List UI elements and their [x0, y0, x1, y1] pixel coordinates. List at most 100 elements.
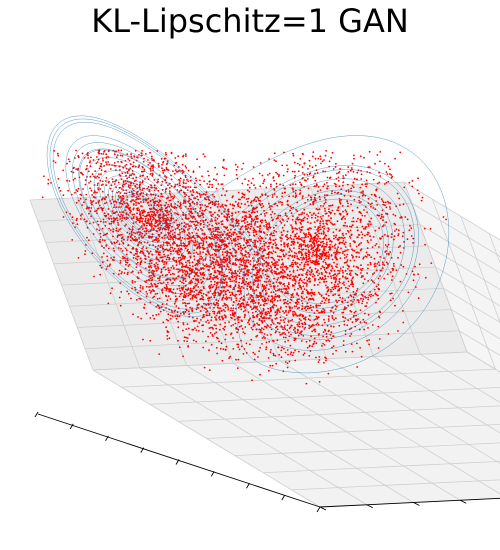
sample-point	[294, 171, 296, 173]
sample-point	[130, 153, 132, 155]
sample-point	[188, 198, 190, 200]
sample-point	[309, 165, 311, 167]
sample-point	[338, 325, 340, 327]
sample-point	[257, 324, 259, 326]
sample-point	[288, 251, 290, 253]
sample-point	[171, 196, 173, 198]
sample-point	[145, 220, 147, 222]
sample-point	[169, 244, 171, 246]
sample-point	[297, 218, 299, 220]
sample-point	[327, 264, 329, 266]
sample-point	[311, 214, 313, 216]
sample-point	[343, 216, 345, 218]
sample-point	[243, 353, 245, 355]
sample-point	[170, 250, 172, 252]
sample-point	[245, 254, 247, 256]
sample-point	[336, 259, 338, 261]
sample-point	[303, 279, 305, 281]
sample-point	[184, 278, 186, 280]
sample-point	[179, 290, 181, 292]
sample-point	[262, 182, 264, 184]
sample-point	[140, 262, 142, 264]
sample-point	[346, 201, 348, 203]
sample-point	[119, 218, 121, 220]
sample-point	[312, 242, 314, 244]
y-tick	[367, 505, 373, 508]
sample-point	[177, 201, 179, 203]
sample-point	[309, 345, 311, 347]
sample-point	[93, 222, 95, 224]
sample-point	[172, 250, 174, 252]
sample-point	[331, 193, 333, 195]
sample-point	[315, 342, 317, 344]
sample-point	[148, 220, 150, 222]
sample-point	[142, 223, 144, 225]
sample-point	[240, 228, 242, 230]
sample-point	[325, 299, 327, 301]
sample-point	[332, 210, 334, 212]
sample-point	[390, 174, 392, 176]
sample-point	[311, 217, 313, 219]
sample-point	[217, 183, 219, 185]
sample-point	[264, 232, 266, 234]
sample-point	[120, 155, 122, 157]
sample-point	[241, 168, 243, 170]
sample-point	[173, 289, 175, 291]
sample-point	[282, 310, 284, 312]
sample-point	[102, 160, 104, 162]
sample-point	[386, 262, 388, 264]
sample-point	[243, 268, 245, 270]
sample-point	[57, 155, 59, 157]
sample-point	[378, 278, 380, 280]
sample-point	[192, 317, 194, 319]
sample-point	[248, 320, 250, 322]
sample-point	[97, 208, 99, 210]
sample-point	[163, 263, 165, 265]
sample-point	[244, 203, 246, 205]
y-tick	[414, 503, 420, 506]
sample-point	[394, 158, 396, 160]
sample-point	[224, 194, 226, 196]
sample-point	[316, 253, 318, 255]
sample-point	[270, 281, 272, 283]
sample-point	[240, 288, 242, 290]
sample-point	[117, 154, 119, 156]
sample-point	[287, 278, 289, 280]
sample-point	[283, 327, 285, 329]
sample-point	[302, 212, 304, 214]
sample-point	[226, 296, 228, 298]
sample-point	[335, 317, 337, 319]
sample-point	[303, 354, 305, 356]
sample-point	[357, 207, 359, 209]
sample-point	[319, 238, 321, 240]
sample-point	[291, 250, 293, 252]
sample-point	[203, 287, 205, 289]
sample-point	[232, 312, 234, 314]
sample-point	[104, 212, 106, 214]
sample-point	[294, 252, 296, 254]
sample-point	[163, 251, 165, 253]
sample-point	[352, 257, 354, 259]
sample-point	[84, 253, 86, 255]
sample-point	[299, 318, 301, 320]
sample-point	[275, 355, 277, 357]
sample-point	[167, 282, 169, 284]
sample-point	[388, 333, 390, 335]
sample-point	[112, 231, 114, 233]
sample-point	[168, 295, 170, 297]
sample-point	[301, 308, 303, 310]
sample-point	[196, 293, 198, 295]
sample-point	[318, 244, 320, 246]
sample-point	[107, 161, 109, 163]
sample-point	[333, 345, 335, 347]
sample-point	[345, 317, 347, 319]
sample-point	[100, 173, 102, 175]
sample-point	[383, 278, 385, 280]
sample-point	[147, 242, 149, 244]
sample-point	[110, 223, 112, 225]
sample-point	[360, 250, 362, 252]
sample-point	[285, 306, 287, 308]
sample-point	[209, 290, 211, 292]
sample-point	[282, 262, 284, 264]
sample-point	[219, 312, 221, 314]
